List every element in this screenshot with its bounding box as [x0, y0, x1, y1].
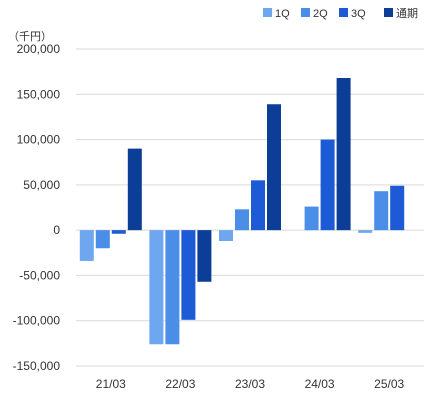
legend-label: 通期 — [396, 7, 418, 20]
bar — [127, 148, 142, 231]
y-tick-label: 150,000 — [17, 87, 61, 101]
bar — [181, 230, 196, 320]
bar — [149, 230, 164, 345]
y-tick-label: 100,000 — [17, 133, 61, 147]
y-tick-label: 200,000 — [17, 42, 61, 56]
bar — [235, 209, 249, 231]
bar — [320, 139, 335, 231]
bar — [111, 230, 126, 234]
legend-swatch — [301, 8, 310, 17]
y-tick-label: -150,000 — [13, 359, 61, 373]
legend-swatch — [263, 8, 272, 17]
x-tick-label: 25/03 — [374, 377, 404, 391]
bar — [95, 230, 110, 249]
bar — [197, 230, 212, 282]
legend-swatch — [339, 8, 348, 17]
legend-label: 3Q — [351, 8, 366, 20]
bar — [358, 230, 373, 233]
bar — [374, 191, 389, 231]
legend-swatch — [384, 8, 393, 17]
x-tick-label: 24/03 — [305, 377, 335, 391]
y-axis-unit-label: （千円） — [8, 31, 52, 43]
bar — [79, 230, 94, 261]
y-tick-label: -100,000 — [13, 314, 61, 328]
bar — [219, 230, 233, 242]
y-tick-label: 0 — [53, 223, 60, 237]
bar — [336, 77, 351, 231]
bar — [390, 185, 405, 231]
legend-label: 2Q — [313, 8, 328, 20]
x-tick-label: 23/03 — [235, 377, 265, 391]
x-tick-label: 21/03 — [96, 377, 126, 391]
bar — [251, 180, 265, 231]
legend-label: 1Q — [275, 8, 290, 20]
bar — [304, 206, 319, 231]
y-tick-label: 50,000 — [23, 178, 60, 192]
bar — [165, 230, 180, 345]
bar — [267, 104, 281, 231]
x-tick-label: 22/03 — [165, 377, 195, 391]
y-tick-label: -50,000 — [19, 268, 60, 282]
